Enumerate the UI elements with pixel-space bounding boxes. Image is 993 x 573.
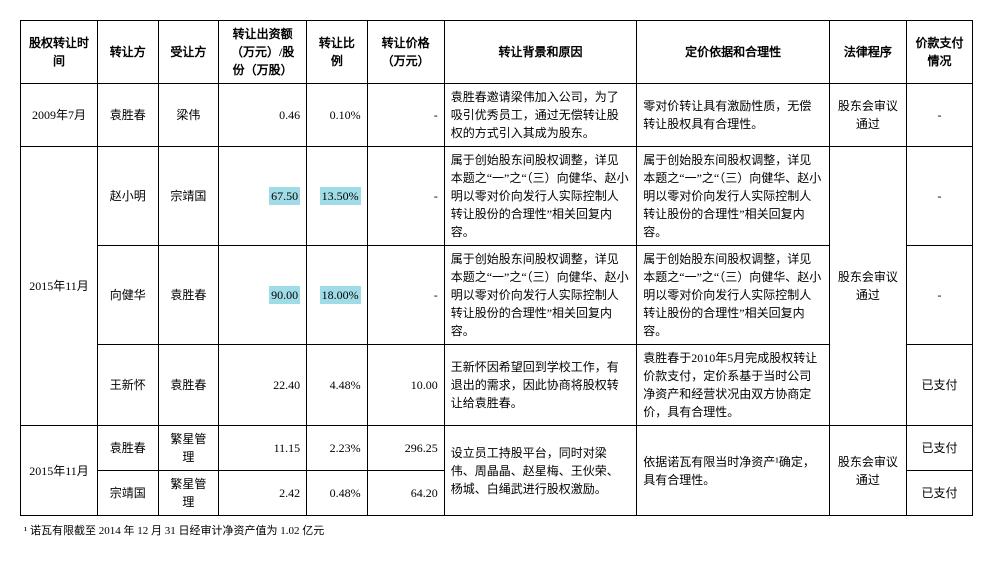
cell-to: 繁星管理 [158,426,219,471]
cell-from: 向健华 [98,246,159,345]
equity-transfer-table: 股权转让时间 转让方 受让方 转让出资额（万元）/股份（万股） 转让比例 转让价… [20,20,973,516]
cell-pay: 已支付 [906,345,972,426]
col-amount: 转让出资额（万元）/股份（万股） [219,21,307,84]
cell-from: 王新怀 [98,345,159,426]
highlight-value: 13.50% [320,187,361,205]
table-row: 2009年7月 袁胜春 梁伟 0.46 0.10% - 袁胜春邀请梁伟加入公司，… [21,84,973,147]
col-bg: 转让背景和原因 [444,21,637,84]
cell-price: - [367,147,444,246]
cell-from: 赵小明 [98,147,159,246]
cell-amount: 22.40 [219,345,307,426]
cell-ratio: 13.50% [307,147,368,246]
cell-bg: 袁胜春邀请梁伟加入公司，为了吸引优秀员工，通过无偿转让股权的方式引入其成为股东。 [444,84,637,147]
cell-bg: 王新怀因希望回到学校工作，有退出的需求，因此协商将股权转让给袁胜春。 [444,345,637,426]
cell-basis: 属于创始股东间股权调整，详见本题之“一”之“（三）向健华、赵小明以零对价向发行人… [637,246,830,345]
cell-amount: 0.46 [219,84,307,147]
cell-price: - [367,246,444,345]
col-ratio: 转让比例 [307,21,368,84]
cell-ratio: 0.10% [307,84,368,147]
cell-price: 10.00 [367,345,444,426]
highlight-value: 18.00% [320,286,361,304]
cell-time: 2009年7月 [21,84,98,147]
cell-amount: 2.42 [219,471,307,516]
cell-amount: 11.15 [219,426,307,471]
cell-bg: 属于创始股东间股权调整，详见本题之“一”之“（三）向健华、赵小明以零对价向发行人… [444,147,637,246]
cell-ratio: 0.48% [307,471,368,516]
cell-time: 2015年11月 [21,147,98,426]
cell-to: 繁星管理 [158,471,219,516]
cell-amount: 90.00 [219,246,307,345]
cell-ratio: 18.00% [307,246,368,345]
cell-bg: 属于创始股东间股权调整，详见本题之“一”之“（三）向健华、赵小明以零对价向发行人… [444,246,637,345]
cell-price: - [367,84,444,147]
cell-pay: - [906,84,972,147]
col-price: 转让价格（万元） [367,21,444,84]
col-from: 转让方 [98,21,159,84]
cell-ratio: 2.23% [307,426,368,471]
col-time: 股权转让时间 [21,21,98,84]
cell-from: 宗靖国 [98,471,159,516]
cell-ratio: 4.48% [307,345,368,426]
cell-price: 296.25 [367,426,444,471]
table-header-row: 股权转让时间 转让方 受让方 转让出资额（万元）/股份（万股） 转让比例 转让价… [21,21,973,84]
cell-legal: 股东会审议通过 [829,426,906,516]
col-to: 受让方 [158,21,219,84]
cell-bg: 设立员工持股平台，同时对梁伟、周晶晶、赵星梅、王伙荣、杨城、白绳武进行股权激励。 [444,426,637,516]
cell-to: 宗靖国 [158,147,219,246]
cell-to: 袁胜春 [158,345,219,426]
highlight-value: 90.00 [269,286,300,304]
cell-to: 梁伟 [158,84,219,147]
cell-pay: 已支付 [906,426,972,471]
cell-from: 袁胜春 [98,426,159,471]
cell-from: 袁胜春 [98,84,159,147]
cell-basis: 零对价转让具有激励性质，无偿转让股权具有合理性。 [637,84,830,147]
cell-time: 2015年11月 [21,426,98,516]
cell-legal: 股东会审议通过 [829,147,906,426]
cell-price: 64.20 [367,471,444,516]
footnote: ¹ 诺瓦有限截至 2014 年 12 月 31 日经审计净资产值为 1.02 亿… [20,522,973,538]
col-basis: 定价依据和合理性 [637,21,830,84]
cell-legal: 股东会审议通过 [829,84,906,147]
cell-basis: 属于创始股东间股权调整，详见本题之“一”之“（三）向健华、赵小明以零对价向发行人… [637,147,830,246]
cell-basis: 依据诺瓦有限当时净资产¹确定，具有合理性。 [637,426,830,516]
table-row: 2015年11月 赵小明 宗靖国 67.50 13.50% - 属于创始股东间股… [21,147,973,246]
cell-pay: 已支付 [906,471,972,516]
table-row: 2015年11月 袁胜春 繁星管理 11.15 2.23% 296.25 设立员… [21,426,973,471]
cell-to: 袁胜春 [158,246,219,345]
highlight-value: 67.50 [269,187,300,205]
cell-pay: - [906,147,972,246]
cell-pay: - [906,246,972,345]
cell-basis: 袁胜春于2010年5月完成股权转让价款支付，定价系基于当时公司净资产和经营状况由… [637,345,830,426]
cell-amount: 67.50 [219,147,307,246]
col-legal: 法律程序 [829,21,906,84]
col-pay: 价款支付情况 [906,21,972,84]
